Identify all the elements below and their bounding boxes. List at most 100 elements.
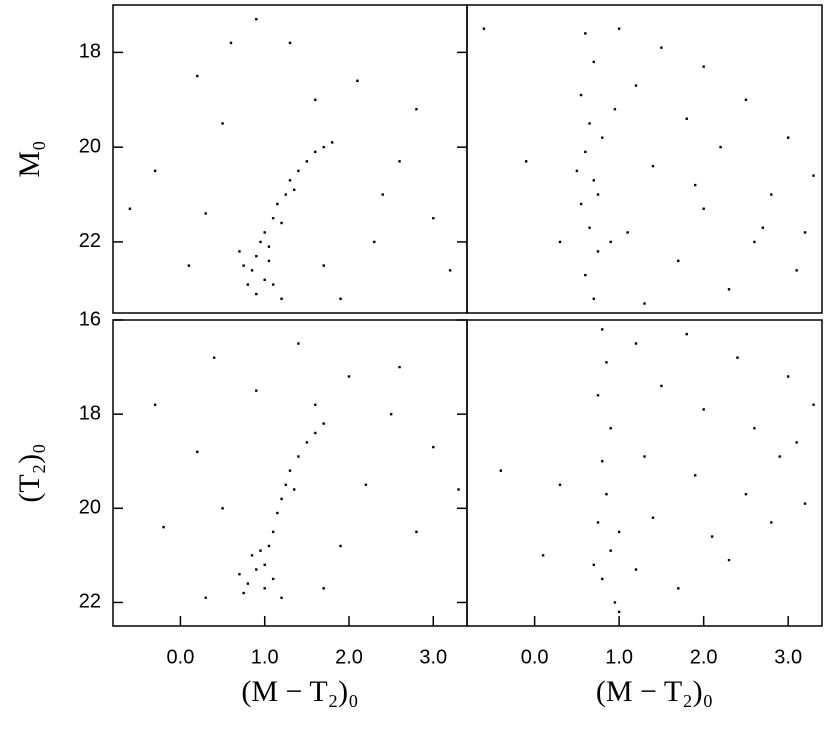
point: [373, 240, 376, 244]
x-tick-label: 0.0: [521, 646, 549, 668]
point: [558, 483, 562, 486]
point: [584, 32, 587, 35]
point: [280, 497, 283, 501]
point: [339, 297, 342, 300]
point: [267, 544, 271, 548]
point: [339, 544, 342, 548]
point: [267, 259, 271, 263]
point: [204, 212, 207, 215]
point: [242, 591, 245, 595]
point: [242, 264, 245, 267]
point: [364, 483, 368, 486]
y-tick-label: 18: [79, 41, 101, 63]
x-tick-label: 2.0: [690, 646, 718, 668]
point: [617, 530, 621, 534]
point: [795, 269, 798, 272]
point: [702, 207, 705, 210]
point: [634, 568, 638, 571]
point: [255, 18, 258, 21]
point: [651, 164, 655, 168]
point: [288, 469, 292, 472]
point: [601, 460, 604, 463]
point: [702, 65, 705, 68]
point: [592, 179, 595, 182]
point: [727, 558, 731, 562]
point: [276, 511, 279, 515]
point: [255, 292, 258, 296]
point: [596, 250, 600, 253]
point: [592, 297, 595, 300]
point: [626, 231, 629, 234]
point: [128, 207, 132, 210]
point: [162, 525, 165, 529]
point: [305, 160, 309, 163]
point: [263, 587, 266, 590]
point: [588, 122, 591, 125]
y-tick-label: 20: [79, 135, 101, 157]
point: [685, 117, 688, 120]
point: [284, 483, 287, 486]
point: [381, 193, 384, 196]
point: [643, 455, 646, 458]
point: [651, 516, 655, 519]
point: [617, 27, 621, 30]
point: [605, 361, 608, 364]
point: [153, 169, 157, 173]
x-tick-label: 1.0: [605, 646, 633, 668]
point: [212, 356, 216, 359]
point: [778, 455, 781, 458]
point: [613, 601, 617, 604]
panel-frame: [112, 4, 468, 314]
point: [297, 169, 300, 173]
point: [322, 264, 325, 267]
point: [389, 412, 393, 416]
point: [753, 240, 756, 244]
point: [415, 108, 418, 111]
point: [415, 530, 418, 534]
point: [588, 226, 591, 229]
point: [613, 108, 617, 111]
point: [280, 596, 283, 599]
point: [297, 455, 300, 458]
x-tick-label: 1.0: [251, 646, 279, 668]
point: [803, 231, 807, 234]
point: [263, 278, 266, 282]
point: [617, 610, 621, 614]
point: [457, 488, 460, 491]
point: [187, 264, 191, 267]
point: [196, 450, 199, 454]
point: [592, 60, 595, 64]
point: [744, 98, 748, 101]
point: [276, 202, 279, 206]
point: [694, 474, 697, 477]
point: [238, 573, 241, 576]
x-tick-label: 3.0: [774, 646, 802, 668]
point: [694, 183, 697, 187]
point: [677, 587, 680, 590]
point: [786, 136, 790, 139]
point: [246, 582, 250, 585]
point: [246, 283, 250, 286]
point: [221, 507, 224, 510]
point: [356, 79, 359, 83]
point: [322, 422, 325, 425]
point: [271, 283, 275, 286]
point: [259, 549, 262, 552]
point: [753, 427, 756, 430]
point: [250, 554, 254, 557]
x-tick-label: 3.0: [419, 646, 447, 668]
point: [605, 492, 608, 496]
point: [288, 41, 292, 45]
point: [660, 384, 663, 388]
point: [271, 217, 275, 220]
point: [634, 84, 638, 87]
point: [196, 74, 199, 78]
point: [601, 136, 604, 139]
point: [609, 427, 612, 430]
panel-frame: [466, 4, 823, 314]
point: [330, 141, 334, 144]
x-axis-label: (M − T₂)₀: [241, 675, 358, 708]
point: [584, 273, 587, 277]
point: [558, 240, 562, 244]
point: [314, 150, 317, 154]
